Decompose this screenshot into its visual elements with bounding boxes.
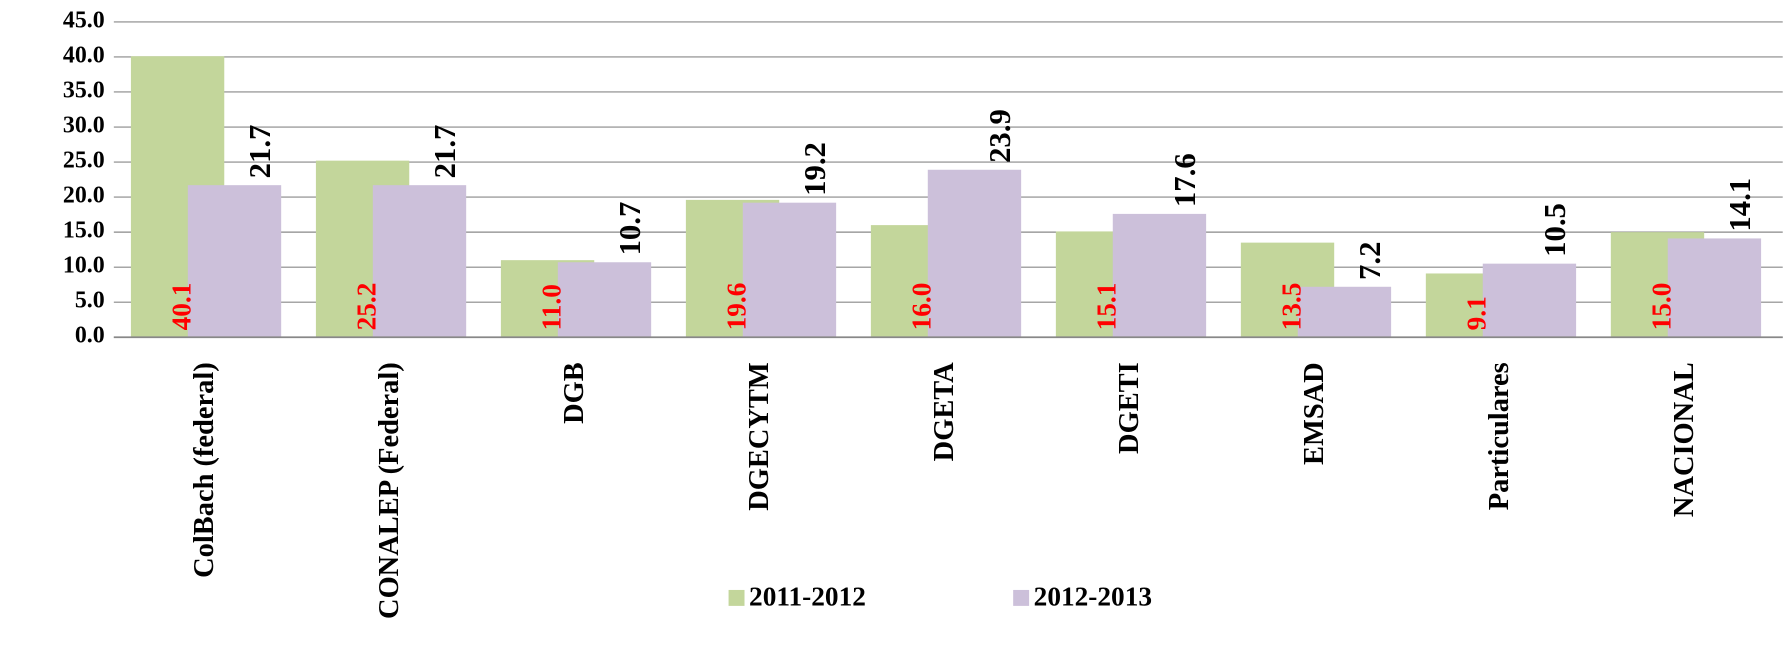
bar: [1482, 263, 1577, 338]
data-label: 10.5: [1538, 203, 1572, 257]
y-tick-label: 35.0: [63, 77, 105, 103]
x-tick-label: DGETI: [1114, 362, 1145, 454]
data-label: 14.1: [1723, 178, 1757, 232]
bar: [1112, 213, 1207, 338]
legend-swatch: [1013, 589, 1030, 606]
x-tick-label: DGETA: [929, 362, 960, 461]
data-label: 19.6: [722, 283, 752, 331]
x-tick-label: ColBach (federal): [189, 362, 220, 578]
data-label: 21.7: [243, 125, 277, 179]
bar: [927, 169, 1022, 338]
x-tick-label: DGECYTM: [744, 362, 775, 511]
y-tick-label: 10.0: [63, 253, 105, 279]
data-label: 15.1: [1092, 283, 1122, 331]
data-label: 9.1: [1462, 296, 1492, 330]
data-label: 23.9: [983, 109, 1017, 163]
bar: [1667, 238, 1762, 338]
data-label: 16.0: [907, 283, 937, 331]
y-tick-label: 0.0: [75, 323, 105, 349]
y-tick-label: 30.0: [63, 112, 105, 138]
legend-label: 2011-2012: [749, 581, 866, 611]
data-label: 21.7: [428, 125, 462, 179]
bar: [187, 185, 282, 338]
y-tick-label: 5.0: [75, 288, 105, 314]
data-label: 40.1: [167, 283, 197, 331]
x-tick-label: NACIONAL: [1669, 362, 1700, 517]
data-label: 15.0: [1647, 283, 1677, 331]
data-label: 13.5: [1277, 283, 1307, 331]
bar: [742, 202, 837, 338]
y-tick-label: 25.0: [63, 148, 105, 174]
legend-swatch: [728, 589, 745, 606]
x-tick-label: EMSAD: [1299, 362, 1330, 465]
bar: [372, 185, 467, 338]
data-label: 17.6: [1168, 153, 1202, 207]
legend-label: 2012-2013: [1034, 581, 1152, 611]
bar: [1297, 286, 1392, 338]
bar: [557, 262, 652, 338]
data-label: 7.2: [1353, 242, 1387, 280]
y-tick-label: 20.0: [63, 183, 105, 209]
data-label: 19.2: [798, 142, 832, 196]
data-label: 11.0: [537, 284, 567, 330]
x-tick-label: CONALEP (Federal): [374, 362, 405, 619]
y-tick-label: 45.0: [63, 7, 105, 33]
y-tick-label: 40.0: [63, 42, 105, 68]
x-tick-label: DGB: [559, 362, 590, 424]
x-tick-label: Particulares: [1484, 362, 1515, 510]
y-tick-label: 15.0: [63, 218, 105, 244]
data-label: 25.2: [352, 283, 382, 331]
data-label: 10.7: [613, 202, 647, 256]
